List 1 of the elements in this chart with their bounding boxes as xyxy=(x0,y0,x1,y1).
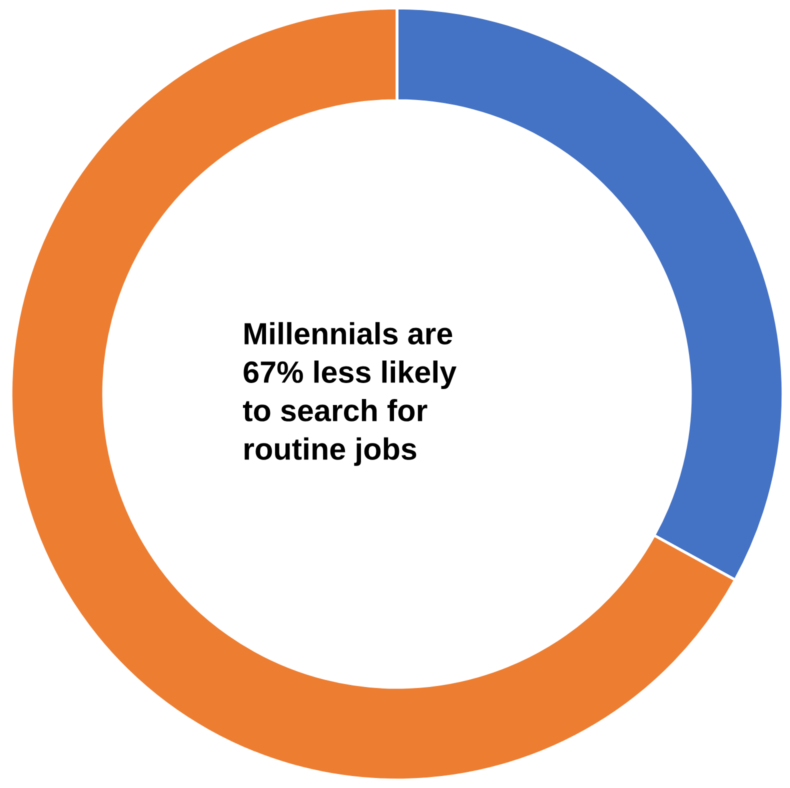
text: Millennials are 67% less likely to search for routine jobs xyxy=(242,322,456,466)
